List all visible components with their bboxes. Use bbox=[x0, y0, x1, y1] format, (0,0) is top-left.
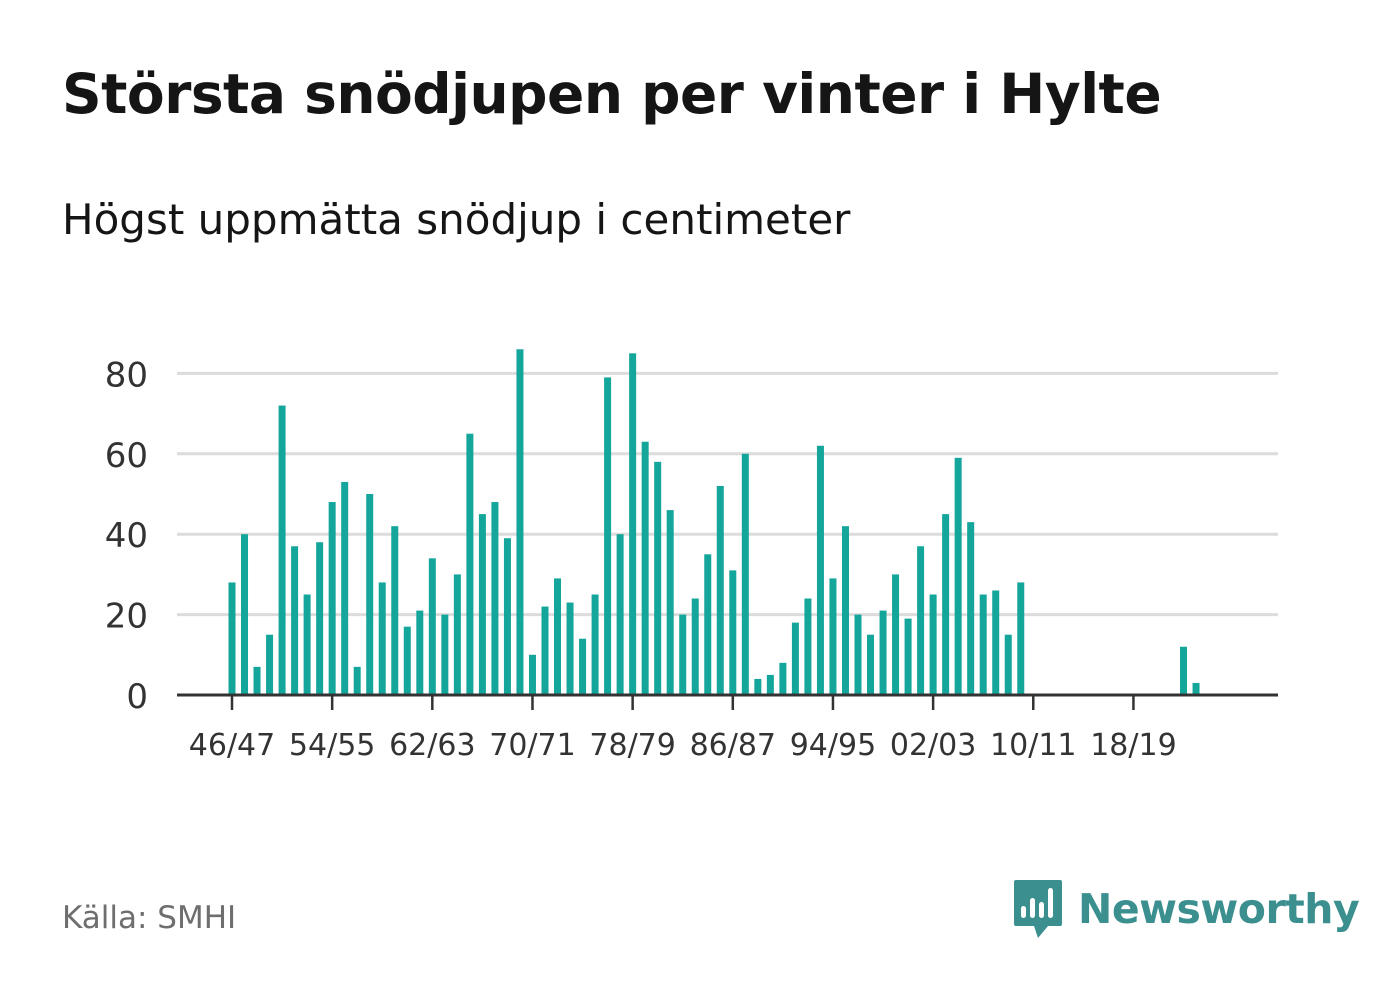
bar bbox=[441, 614, 449, 695]
bar bbox=[992, 590, 1000, 695]
bar bbox=[541, 606, 549, 695]
bar bbox=[754, 678, 762, 695]
bar bbox=[328, 502, 336, 695]
bar bbox=[967, 522, 975, 695]
bar bbox=[879, 610, 887, 695]
bar bbox=[867, 634, 875, 695]
x-tick-label: 78/79 bbox=[589, 728, 675, 763]
x-tick-label: 86/87 bbox=[690, 728, 776, 763]
y-tick-label: 20 bbox=[105, 597, 148, 637]
bar bbox=[516, 349, 524, 695]
y-tick-label: 60 bbox=[105, 436, 148, 476]
y-tick-label: 0 bbox=[126, 677, 148, 717]
bar bbox=[679, 614, 687, 695]
x-tick-label: 94/95 bbox=[790, 728, 876, 763]
bar bbox=[629, 353, 637, 695]
bar bbox=[503, 538, 511, 695]
bar bbox=[591, 594, 599, 695]
bar bbox=[841, 526, 849, 695]
bar bbox=[253, 666, 261, 695]
bar bbox=[804, 598, 812, 695]
x-tick-label: 70/71 bbox=[489, 728, 575, 763]
bar bbox=[654, 461, 662, 695]
y-tick-label: 80 bbox=[105, 355, 148, 395]
bar bbox=[266, 634, 274, 695]
bar bbox=[1180, 646, 1188, 695]
newsworthy-logo[interactable]: Newsworthy bbox=[1012, 878, 1360, 940]
bar bbox=[816, 445, 824, 695]
bar bbox=[554, 578, 562, 695]
bar bbox=[366, 494, 374, 695]
x-tick-label: 62/63 bbox=[389, 728, 475, 763]
x-tick-label: 46/47 bbox=[189, 728, 275, 763]
x-tick-label: 02/03 bbox=[890, 728, 976, 763]
bar bbox=[228, 582, 236, 695]
bar bbox=[341, 481, 349, 695]
bar bbox=[779, 662, 787, 695]
bar bbox=[416, 610, 424, 695]
bar bbox=[979, 594, 987, 695]
bar bbox=[892, 574, 900, 695]
bar bbox=[391, 526, 399, 695]
bar bbox=[791, 622, 799, 695]
bar bbox=[291, 546, 299, 695]
bar bbox=[1017, 582, 1025, 695]
bar bbox=[954, 457, 962, 695]
x-tick-label: 54/55 bbox=[289, 728, 375, 763]
newsworthy-logo-icon bbox=[1014, 880, 1062, 938]
bar bbox=[829, 578, 837, 695]
bar bbox=[303, 594, 311, 695]
bar bbox=[478, 514, 486, 695]
bar bbox=[579, 638, 587, 695]
bar bbox=[691, 598, 699, 695]
bar bbox=[604, 377, 612, 695]
x-tick-label: 18/19 bbox=[1090, 728, 1176, 763]
bar bbox=[904, 618, 912, 695]
bar bbox=[729, 570, 737, 695]
bar bbox=[917, 546, 925, 695]
bars bbox=[228, 349, 1200, 695]
chart-subtitle: Högst uppmätta snödjup i centimeter bbox=[62, 195, 851, 244]
bar bbox=[566, 602, 574, 695]
source-note: Källa: SMHI bbox=[62, 900, 237, 936]
bar bbox=[353, 666, 361, 695]
bar bbox=[741, 453, 749, 695]
x-tick-label: 10/11 bbox=[990, 728, 1076, 763]
gridlines bbox=[177, 371, 1278, 617]
bar bbox=[716, 485, 724, 695]
bar bbox=[241, 534, 249, 695]
bar bbox=[378, 582, 386, 695]
bar bbox=[278, 405, 286, 695]
bar bbox=[491, 502, 499, 695]
axes: 0 20 40 60 80 46/47 54/55 62/63 70/71 78/79 86/87 9… bbox=[105, 355, 1278, 763]
bar bbox=[929, 594, 937, 695]
brand-name: Newsworthy bbox=[1078, 885, 1360, 933]
bar bbox=[942, 514, 950, 695]
chart-title: Största snödjupen per vinter i Hylte bbox=[62, 62, 1162, 126]
bar bbox=[453, 574, 461, 695]
bar bbox=[666, 510, 674, 695]
bar bbox=[1004, 634, 1012, 695]
bar bbox=[766, 674, 774, 695]
bar bbox=[466, 433, 474, 695]
y-tick-label: 40 bbox=[105, 516, 148, 556]
bar bbox=[316, 542, 324, 695]
bar bbox=[1192, 682, 1200, 695]
bar bbox=[528, 654, 536, 695]
bar bbox=[704, 554, 712, 695]
bar bbox=[428, 558, 436, 695]
bar bbox=[403, 626, 411, 695]
bar bbox=[616, 534, 624, 695]
bar bbox=[641, 441, 649, 695]
bar bbox=[854, 614, 862, 695]
